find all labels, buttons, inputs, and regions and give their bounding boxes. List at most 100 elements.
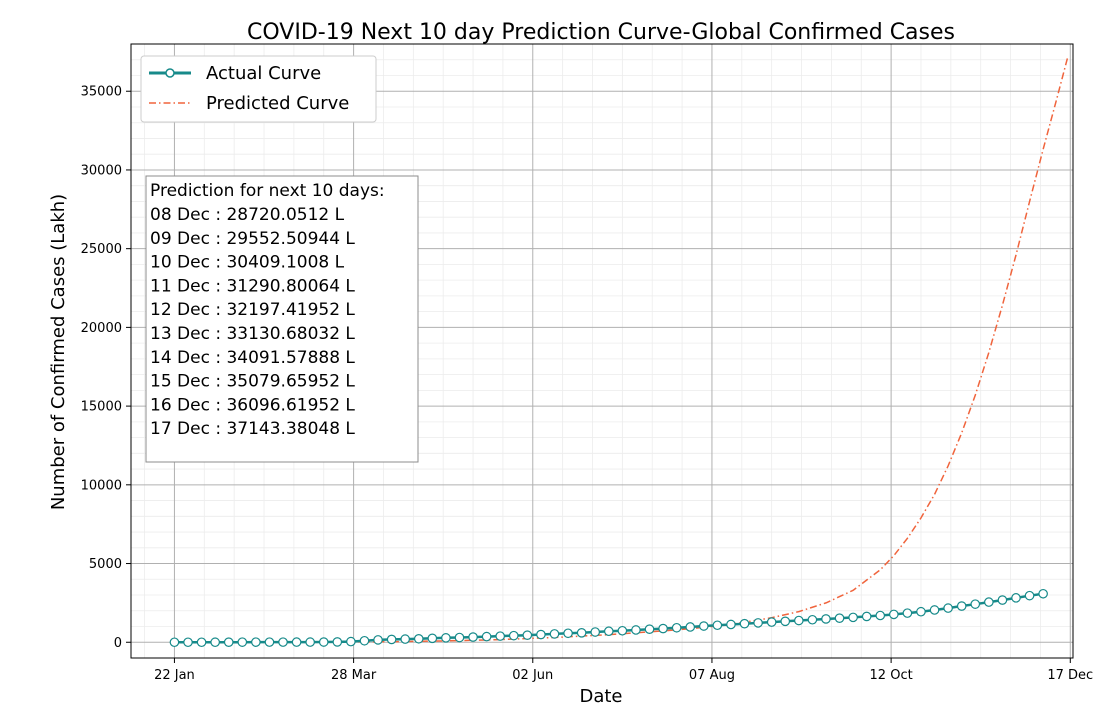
actual-curve-point	[332, 637, 343, 647]
actual-curve-point	[576, 628, 587, 638]
prediction-line: 14 Dec : 34091.57888 L	[150, 348, 355, 368]
y-tick-label: 35000	[81, 85, 122, 100]
actual-curve-point	[631, 625, 641, 635]
actual-curve-point	[454, 632, 465, 643]
actual-curve-point	[658, 623, 668, 634]
prediction-line: 17 Dec : 37143.38048 L	[150, 419, 355, 439]
y-tick-label: 10000	[81, 478, 122, 493]
actual-curve-point	[984, 597, 994, 607]
prediction-header: Prediction for next 10 days:	[150, 181, 385, 201]
actual-curve-point	[848, 612, 858, 623]
x-tick-label: 22 Jan	[154, 668, 195, 683]
prediction-annotation: Prediction for next 10 days: 08 Dec : 28…	[145, 175, 419, 463]
prediction-line: 11 Dec : 31290.80064 L	[150, 276, 355, 296]
actual-curve-point	[685, 622, 696, 632]
actual-curve-point	[264, 637, 275, 647]
actual-curve-point	[536, 629, 546, 640]
predicted-curve-line	[174, 57, 1069, 644]
actual-curve-point	[468, 632, 478, 642]
chart-title: COVID-19 Next 10 day Prediction Curve-Gl…	[247, 20, 955, 45]
x-tick-label: 07 Aug	[689, 668, 735, 683]
actual-curve-point	[522, 630, 533, 640]
actual-curve-point	[766, 617, 777, 627]
actual-curve-point	[970, 599, 981, 609]
actual-curve-point	[699, 621, 709, 631]
y-tick-label: 25000	[81, 242, 122, 257]
y-tick-label: 5000	[89, 557, 122, 572]
actual-curve-point	[780, 616, 791, 627]
legend-entry-predicted: Predicted Curve	[149, 93, 349, 114]
x-tick-label: 02 Jun	[512, 668, 553, 683]
prediction-line: 10 Dec : 30409.1008 L	[150, 253, 345, 273]
actual-curve-point	[671, 622, 682, 633]
y-tick-label: 0	[114, 636, 122, 651]
actual-curve-point	[834, 613, 845, 623]
actual-curve-point	[644, 624, 655, 634]
actual-curve-point	[386, 634, 397, 645]
actual-curve-point	[549, 629, 560, 639]
actual-curve-point	[794, 615, 804, 626]
actual-curve-point	[169, 637, 180, 648]
prediction-line: 09 Dec : 29552.50944 L	[150, 229, 355, 249]
actual-curve-point	[929, 605, 940, 615]
prediction-line: 13 Dec : 33130.68032 L	[150, 324, 355, 344]
actual-curve-point	[726, 619, 736, 630]
actual-curve-point	[481, 631, 492, 642]
actual-curve-point	[508, 630, 519, 641]
legend-label-actual: Actual Curve	[206, 63, 321, 84]
series-layer	[169, 57, 1069, 648]
actual-curve-point	[251, 637, 261, 647]
prediction-line: 08 Dec : 28720.0512 L	[150, 205, 345, 225]
y-tick-label: 30000	[81, 163, 122, 178]
legend-marker-actual	[165, 68, 175, 78]
actual-curve-point	[1024, 590, 1035, 601]
plot-frame	[130, 43, 1074, 659]
y-axis-ticks: 0 5000 10000 15000 20000 25000 30000 35000	[81, 85, 131, 651]
prediction-line: 15 Dec : 35079.65952 L	[150, 372, 355, 392]
actual-curve-point	[617, 625, 628, 636]
y-tick-label: 15000	[81, 400, 122, 415]
legend-box	[140, 55, 377, 123]
actual-curve-point	[413, 633, 424, 644]
legend-label-predicted: Predicted Curve	[206, 93, 349, 114]
actual-curve-point	[916, 606, 926, 617]
actual-curve-point	[956, 601, 967, 611]
prediction-lines: 08 Dec : 28720.0512 L 09 Dec : 29552.5094…	[150, 205, 355, 439]
y-axis-label: Number of Confirmed Cases (Lakh)	[48, 194, 69, 510]
legend: Actual Curve Predicted Curve	[140, 55, 377, 123]
actual-curve-point	[373, 635, 383, 645]
x-axis-label: Date	[579, 686, 622, 707]
actual-curve-point	[318, 637, 329, 647]
actual-curve-point	[223, 637, 234, 647]
actual-curve-point	[943, 603, 953, 613]
actual-curve-point	[441, 633, 451, 643]
actual-curve-point	[902, 608, 913, 618]
actual-curve-point	[359, 635, 370, 646]
actual-curve-point	[997, 595, 1008, 605]
actual-curve-point	[346, 636, 356, 647]
actual-curve-point	[400, 634, 410, 644]
prediction-line: 16 Dec : 36096.61952 L	[150, 395, 355, 415]
actual-curve-point	[807, 614, 818, 625]
actual-curve-point	[196, 637, 207, 648]
actual-curve-point	[183, 637, 193, 648]
actual-curve-point	[305, 637, 315, 647]
actual-curve-point	[821, 614, 831, 624]
y-tick-label: 20000	[81, 321, 122, 336]
actual-curve-point	[278, 637, 288, 647]
actual-curve-point	[210, 637, 220, 648]
actual-curve-point	[427, 633, 438, 644]
actual-curve-point	[753, 618, 763, 628]
prediction-line: 12 Dec : 32197.41952 L	[150, 300, 355, 320]
actual-curve-point	[603, 626, 614, 637]
actual-curve-point	[291, 637, 302, 647]
legend-entry-actual: Actual Curve	[149, 63, 321, 84]
actual-curve-point	[889, 609, 899, 620]
actual-curve-point	[739, 618, 750, 629]
actual-curve-point	[590, 627, 601, 637]
x-tick-label: 28 Mar	[331, 668, 377, 683]
actual-curve-point	[861, 611, 872, 622]
actual-curve-point	[712, 620, 723, 631]
actual-curve-point	[495, 631, 505, 641]
